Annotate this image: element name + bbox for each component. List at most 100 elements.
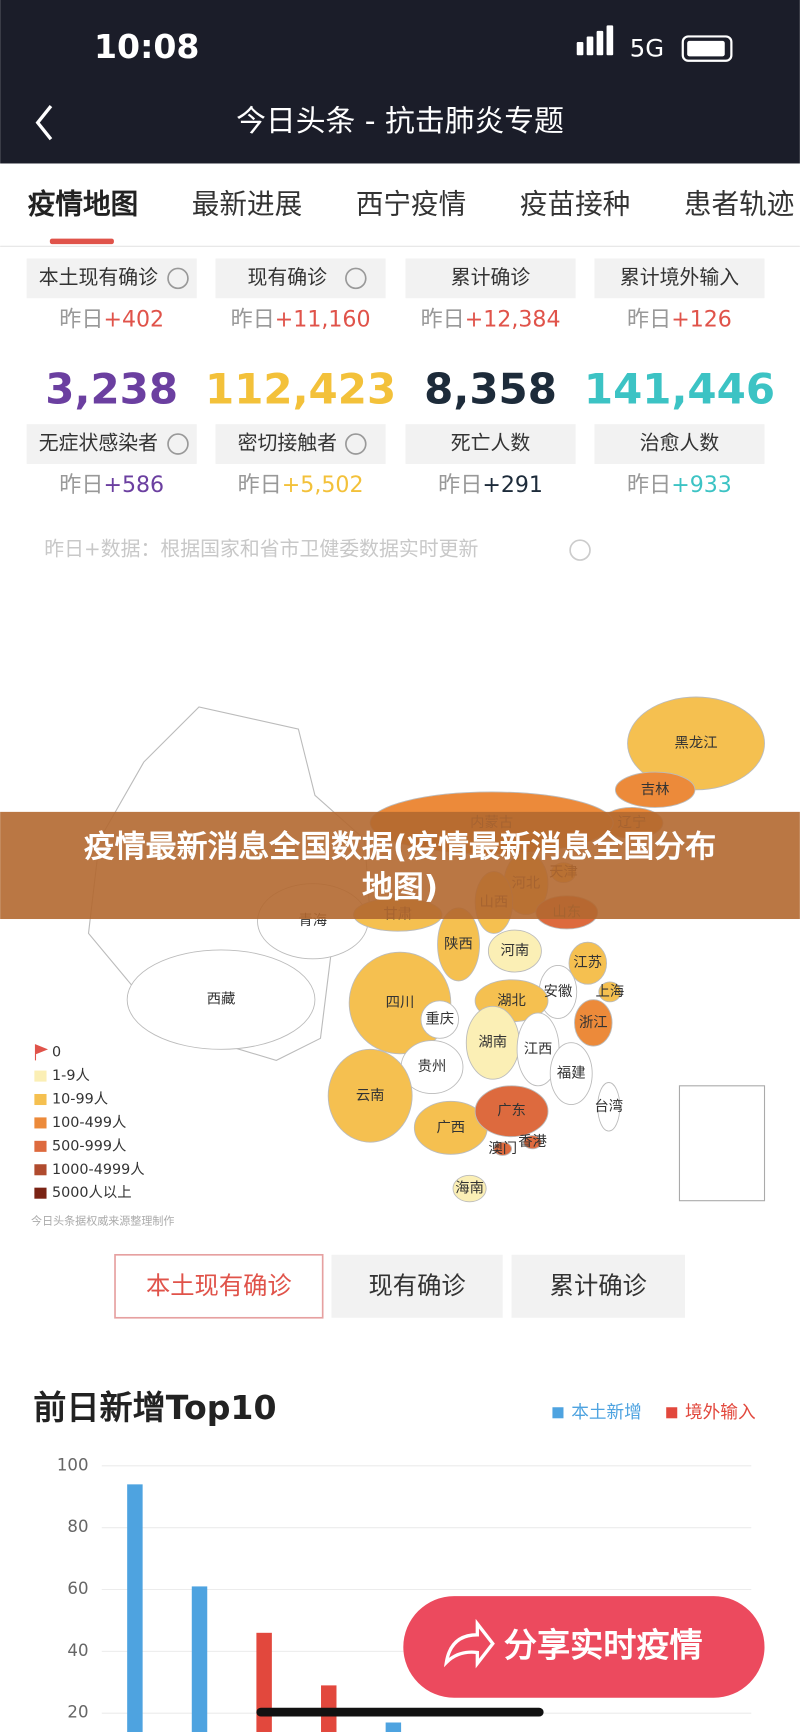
province-label: 上海 (596, 983, 625, 1000)
province-label: 福建 (557, 1065, 586, 1082)
province-shape (327, 1048, 413, 1143)
stat-label: 无症状感染者 (39, 432, 158, 455)
stat-value: 3,238 (45, 365, 178, 414)
stat-label: 治愈人数 (640, 432, 720, 455)
toggle-button[interactable] (331, 1254, 503, 1318)
map-source: 今日头条据权威来源整理制作 (31, 1214, 174, 1228)
province-label: 广东 (497, 1102, 526, 1119)
network-type: 5G (630, 34, 664, 63)
y-tick-label: 40 (67, 1641, 88, 1660)
share-label[interactable]: 分享实时疫情 (504, 1625, 703, 1664)
help-icon[interactable] (345, 267, 367, 290)
stat-label: 密切接触者 (238, 432, 337, 455)
bar (191, 1586, 208, 1732)
toggle-label[interactable]: 现有确诊 (369, 1271, 466, 1300)
legend-label: 5000人以上 (52, 1184, 132, 1201)
stat-label-box (405, 424, 576, 464)
province-label: 吉林 (641, 781, 670, 798)
stat-label-box (594, 258, 765, 299)
province-label: 广西 (436, 1119, 465, 1136)
help-icon[interactable] (167, 267, 189, 290)
share-icon[interactable] (443, 1618, 495, 1669)
stat-label: 本土现有确诊 (39, 266, 158, 289)
battery (681, 35, 733, 62)
stat-value: 141,446 (584, 365, 775, 414)
province-label: 澳门 (488, 1140, 517, 1157)
province-label: 江西 (524, 1040, 553, 1057)
y-tick-label: 80 (67, 1517, 88, 1536)
stat-label: 累计确诊 (451, 266, 531, 289)
signal-bar (586, 36, 594, 56)
toggle-button[interactable] (511, 1254, 685, 1318)
stat-label: 死亡人数 (451, 432, 531, 455)
south-sea-inset (678, 1085, 766, 1202)
province-label: 浙江 (579, 1014, 608, 1031)
province-label: 湖南 (478, 1034, 507, 1051)
province-shape (493, 1141, 513, 1156)
tab[interactable]: 患者轨迹 (684, 187, 794, 220)
province-shape (523, 1135, 542, 1150)
tab[interactable]: 西宁疫情 (356, 187, 466, 220)
legend-label: 500-999人 (52, 1137, 126, 1154)
province-label: 陕西 (444, 935, 473, 952)
stat-label: 累计境外输入 (620, 266, 739, 289)
province-shape (574, 999, 613, 1047)
signal-bar (576, 41, 584, 56)
stat-delta: +586 (103, 472, 164, 498)
update-note: 昨日+数据：根据国家和省市卫健委数据实时更新 (44, 538, 478, 561)
legend-label: 100-499人 (52, 1114, 126, 1131)
province-label: 香港 (518, 1133, 547, 1150)
help-icon[interactable] (167, 433, 189, 455)
legend-swatch (34, 1117, 47, 1129)
legend-label: 1000-4999人 (52, 1161, 145, 1178)
tab[interactable]: 疫苗接种 (520, 187, 630, 220)
province-shape (487, 929, 542, 973)
stat-delta-line: 昨日+586 (59, 472, 164, 498)
legend-swatch (34, 1093, 47, 1106)
province-label: 黑龙江 (675, 734, 718, 751)
tab-indicator (49, 238, 114, 245)
legend-label: 10-99人 (52, 1091, 108, 1108)
stat-delta: +11,160 (275, 306, 371, 332)
stat-label-box (594, 424, 765, 464)
province-shape (126, 949, 316, 1050)
legend-swatch (34, 1164, 47, 1176)
back-button[interactable] (35, 105, 53, 141)
province-shape (614, 771, 696, 808)
toggle-label[interactable]: 累计确诊 (550, 1271, 647, 1300)
province-shape (598, 981, 622, 1003)
bar (127, 1484, 143, 1732)
y-tick-label: 60 (67, 1579, 88, 1598)
province-shape (597, 1082, 621, 1132)
tab[interactable]: 疫情地图 (28, 187, 138, 220)
tab[interactable]: 最新进展 (192, 187, 302, 220)
province-label: 安徽 (544, 983, 573, 1000)
stat-delta-line: 昨日+126 (627, 306, 732, 332)
help-icon[interactable] (569, 539, 591, 561)
toggle-button[interactable] (114, 1253, 324, 1319)
province-label: 贵州 (418, 1058, 447, 1075)
stat-delta: +933 (671, 472, 732, 498)
stat-delta-line: 昨日+402 (59, 306, 164, 332)
stat-delta-line: 昨日+5,502 (238, 472, 364, 498)
stat-value: 112,423 (205, 365, 396, 414)
banner (0, 811, 800, 920)
stat-label-box (215, 424, 386, 464)
share-button[interactable] (403, 1596, 765, 1698)
province-label: 江苏 (573, 954, 602, 971)
stat-delta-line: 昨日+291 (438, 472, 543, 498)
legend-label: 境外输入 (685, 1402, 756, 1423)
status-time: 10:08 (94, 27, 199, 66)
legend-swatch (34, 1070, 47, 1082)
province-label: 河南 (501, 942, 530, 959)
legend-swatch (34, 1187, 47, 1199)
home-indicator (256, 1707, 544, 1717)
stat-delta: +126 (671, 306, 732, 332)
legend-swatch (666, 1407, 678, 1419)
toggle-label[interactable]: 本土现有确诊 (146, 1271, 292, 1300)
province-shape (452, 1174, 487, 1203)
province-label: 云南 (356, 1087, 385, 1104)
help-icon[interactable] (345, 433, 367, 455)
province-shape (627, 696, 765, 791)
